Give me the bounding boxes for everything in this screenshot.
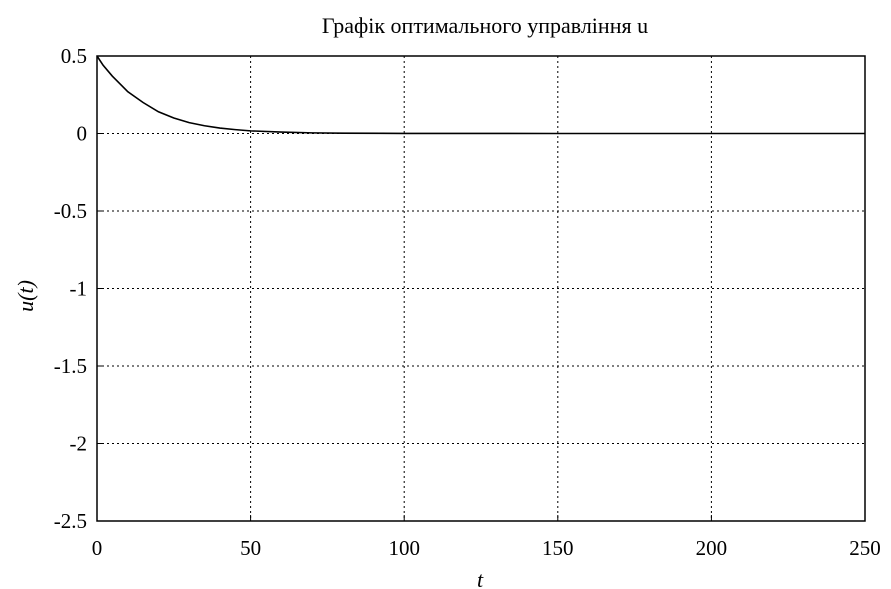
y-axis-label: u(t) <box>13 280 38 312</box>
x-axis-label: t <box>477 567 484 589</box>
x-tick-label: 200 <box>696 536 728 560</box>
x-tick-label: 0 <box>92 536 103 560</box>
y-tick-label: -1 <box>70 277 88 301</box>
series-layer <box>96 55 865 135</box>
x-tick-label: 150 <box>542 536 574 560</box>
y-tick-label: -2 <box>70 432 88 456</box>
y-tick-label: -2.5 <box>54 509 87 533</box>
y-tick-label: -0.5 <box>54 199 87 223</box>
y-tick-label: 0 <box>77 122 88 146</box>
grid-layer <box>97 56 865 521</box>
x-tick-label: 50 <box>240 536 261 560</box>
x-tick-label: 250 <box>849 536 881 560</box>
tick-layer: 0 50 100 150 200 250 0.5 0 -0.5 -1 -1.5 -2 -2.5 <box>54 44 881 560</box>
chart-title: Графік оптимального управління u <box>322 13 648 38</box>
y-tick-label: 0.5 <box>61 44 87 68</box>
x-tick-label: 100 <box>388 536 420 560</box>
y-tick-label: -1.5 <box>54 354 87 378</box>
series-line <box>96 55 865 135</box>
